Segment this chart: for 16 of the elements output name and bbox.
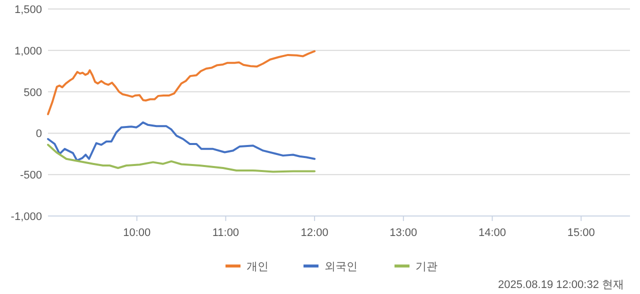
y-tick-label: -500 (20, 170, 42, 182)
y-tick-label: 1,000 (14, 45, 42, 58)
x-tick-label: 11:00 (212, 227, 240, 239)
x-tick-label: 10:00 (123, 227, 151, 239)
x-tick-label: 12:00 (300, 227, 328, 239)
y-tick-label: 500 (24, 86, 42, 99)
legend-label: 개인 (246, 261, 268, 273)
x-tick-label: 13:00 (390, 227, 418, 239)
annotation: 2025.08.19 12:00:32 현재 (498, 279, 624, 291)
y-tick-label: 1,500 (14, 4, 42, 16)
x-tick-label: 15:00 (567, 227, 595, 239)
y-tick-label: 0 (36, 128, 42, 140)
y-tick-label: -1,000 (10, 211, 42, 223)
x-tick-label: 14:00 (478, 227, 506, 239)
legend-label: 기관 (416, 261, 438, 273)
legend-label: 외국인 (324, 261, 358, 273)
